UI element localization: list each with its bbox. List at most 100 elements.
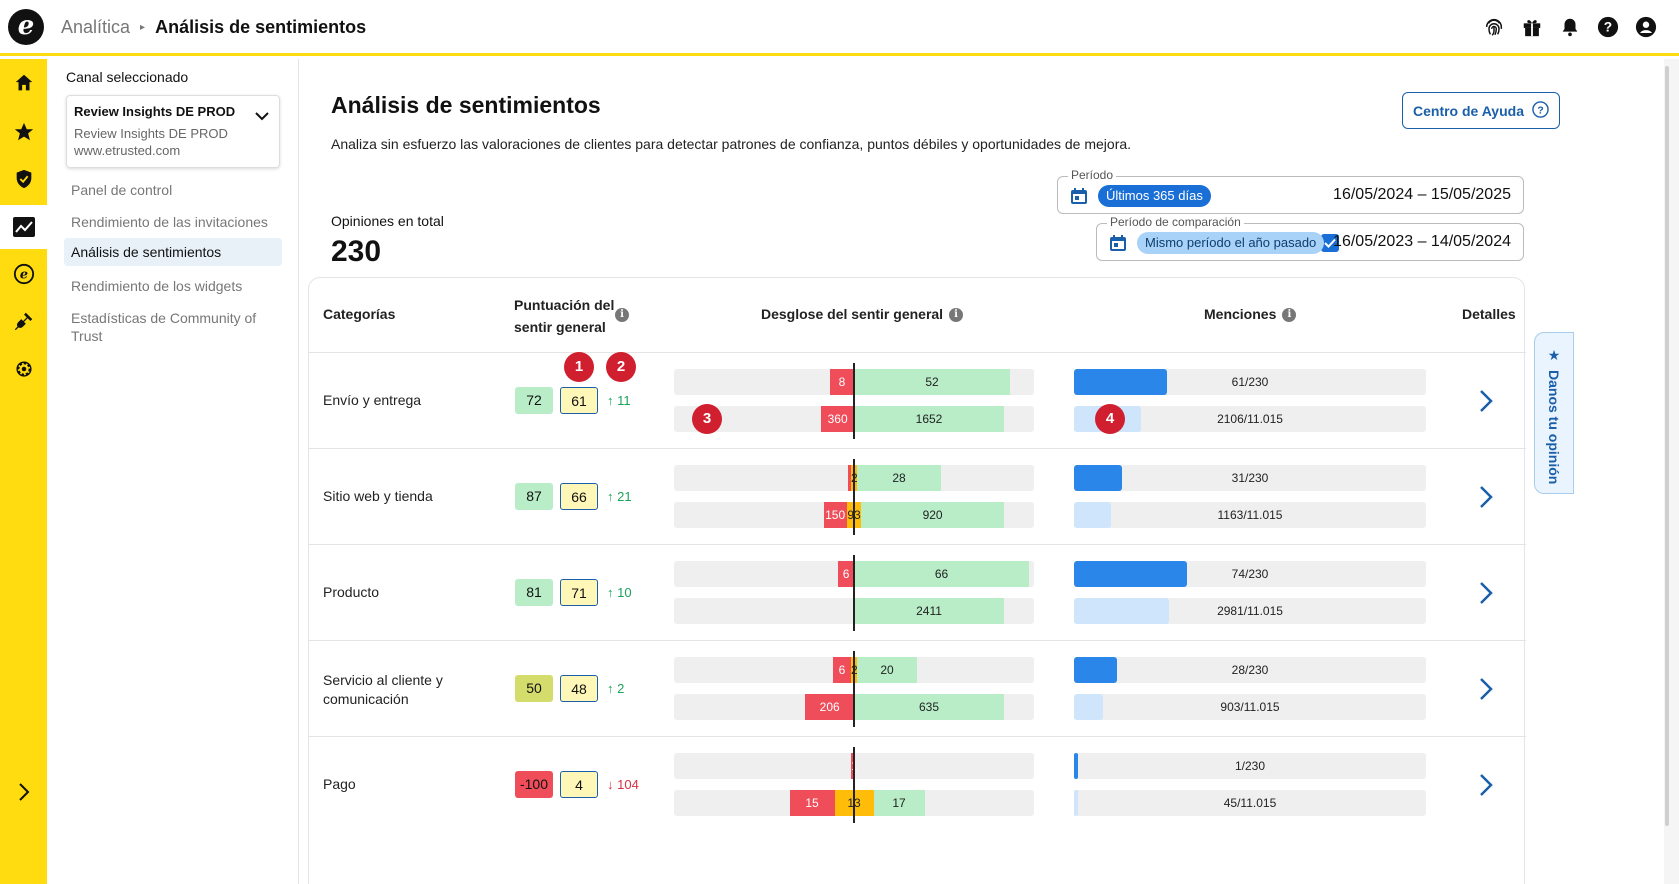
badge-4: 4 (1095, 404, 1125, 434)
star-icon[interactable] (0, 110, 47, 154)
table-row[interactable]: Producto 81 71 ↑ 10 6 66 2411 74/230 2981/11.015 (309, 544, 1526, 640)
analytics-icon[interactable] (0, 205, 47, 249)
details-chevron-icon[interactable] (1477, 485, 1495, 514)
home-icon[interactable] (0, 61, 47, 105)
zero-line (853, 651, 855, 727)
positive-segment: 17 (873, 790, 925, 816)
mentions-label: 903/11.015 (1220, 700, 1280, 714)
category-name: Envío y entrega (323, 392, 422, 408)
feedback-tab[interactable]: ★ Danos tu opinión (1534, 332, 1574, 494)
channel-name: Review Insights DE PROD (74, 104, 236, 119)
header-details: Detalles (1462, 306, 1516, 322)
header-score: Puntuación del sentir general (514, 294, 614, 338)
mentions-bar-current[interactable]: 61/230 (1074, 369, 1426, 395)
mentions-bar-current[interactable]: 74/230 (1074, 561, 1426, 587)
details-chevron-icon[interactable] (1477, 773, 1495, 802)
table-row[interactable]: Envío y entrega 72 61 ↑ 11 8 52 360 1652 61/230 2… (309, 352, 1526, 448)
trend-indicator: ↓ 104 (607, 777, 639, 792)
negative-segment: 15 (789, 790, 835, 816)
help-center-button[interactable]: Centro de Ayuda ? (1402, 92, 1560, 129)
positive-segment: 52 (854, 369, 1010, 395)
plug-icon[interactable] (0, 299, 47, 343)
gear-icon[interactable] (0, 347, 47, 391)
mentions-bar-current[interactable]: 28/230 (1074, 657, 1426, 683)
comparison-legend: Período de comparación (1107, 215, 1244, 229)
info-icon[interactable]: i (615, 308, 629, 322)
shield-icon[interactable] (0, 157, 47, 201)
header-score-line2: sentir general (514, 319, 606, 335)
trend-indicator: ↑ 10 (607, 585, 632, 600)
mentions-bar-current[interactable]: 31/230 (1074, 465, 1426, 491)
mentions-bar-previous[interactable]: 2106/11.015 (1074, 406, 1426, 432)
nav-item-dashboard[interactable]: Panel de control (71, 182, 173, 198)
help-icon[interactable]: ? (1595, 14, 1621, 40)
table-row[interactable]: Servicio al cliente y comunicación 50 48 ↑ … (309, 640, 1526, 736)
positive-segment: 66 (854, 561, 1029, 587)
total-reviews-label: Opiniones en total (331, 213, 444, 229)
positive-segment: 920 (861, 502, 1004, 528)
previous-score: 71 (560, 579, 598, 606)
page-description: Analiza sin esfuerzo las valoraciones de… (331, 136, 1132, 152)
badge-1: 1 (564, 352, 594, 382)
svg-text:e: e (19, 268, 27, 283)
previous-score: 61 (560, 387, 598, 414)
details-chevron-icon[interactable] (1477, 581, 1495, 610)
sentiment-score: 87 (515, 483, 553, 510)
nav-item-invitations[interactable]: Rendimiento de las invitaciones (71, 214, 268, 230)
comparison-period-selector[interactable]: Período de comparación Mismo período el … (1096, 215, 1524, 261)
info-icon[interactable]: i (1282, 308, 1297, 323)
user-icon[interactable] (1633, 14, 1659, 40)
previous-score: 66 (560, 483, 598, 510)
help-center-label: Centro de Ayuda (1413, 102, 1524, 119)
fingerprint-icon[interactable] (1481, 14, 1507, 40)
left-rail: e (0, 59, 47, 884)
info-icon[interactable]: i (949, 308, 964, 323)
page-title: Análisis de sentimientos (331, 92, 601, 118)
period-selector[interactable]: Período Últimos 365 días 16/05/2024 – 15… (1057, 168, 1524, 214)
mentions-bar-previous[interactable]: 2981/11.015 (1074, 598, 1426, 624)
calendar-icon (1070, 187, 1088, 210)
comparison-checkbox[interactable] (1321, 234, 1339, 252)
breadcrumb-parent[interactable]: Analítica (61, 17, 131, 37)
header-mentions: Menciones i (1204, 306, 1297, 323)
mentions-label: 28/230 (1231, 663, 1269, 677)
breadcrumb: Analítica ▸ Análisis de sentimientos (61, 17, 366, 38)
etrusted-logo[interactable]: e (8, 9, 44, 45)
mentions-bar-previous[interactable]: 903/11.015 (1074, 694, 1426, 720)
trend-indicator: ↑ 2 (607, 681, 625, 696)
chevron-down-icon (255, 108, 269, 126)
nav-item-sentiment[interactable]: Análisis de sentimientos (64, 238, 282, 266)
nav-item-widgets[interactable]: Rendimiento de los widgets (71, 278, 243, 294)
mentions-bar-previous[interactable]: 1163/11.015 (1074, 502, 1426, 528)
chevron-right-icon[interactable] (0, 770, 47, 814)
comparison-dates: 16/05/2023 – 14/05/2024 (1333, 233, 1511, 250)
breakdown-bar-previous[interactable]: 15093920 (674, 502, 1034, 528)
scroll-thumb[interactable] (1665, 66, 1669, 826)
period-chip[interactable]: Últimos 365 días (1098, 185, 1211, 207)
mentions-fill (1074, 598, 1170, 624)
period-dates: 16/05/2024 – 15/05/2025 (1333, 186, 1511, 203)
details-chevron-icon[interactable] (1477, 389, 1495, 418)
zero-line (853, 363, 855, 439)
nav-item-community[interactable]: Estadísticas de Community of Trust (71, 310, 257, 344)
period-legend: Período (1068, 168, 1117, 182)
header-breakdown-label: Desglose del sentir general (761, 306, 944, 322)
mentions-bar-previous[interactable]: 45/11.015 (1074, 790, 1426, 816)
channel-selector[interactable]: Review Insights DE PROD Review Insights … (66, 95, 280, 168)
negative-segment: 360 (821, 406, 854, 432)
positive-segment: 20 (857, 657, 917, 683)
sentiment-score: 50 (515, 675, 553, 702)
bell-icon[interactable] (1557, 14, 1583, 40)
gift-icon[interactable] (1519, 14, 1545, 40)
mentions-fill (1074, 753, 1078, 779)
comparison-chip[interactable]: Mismo período el año pasado (1137, 232, 1325, 254)
details-chevron-icon[interactable] (1477, 677, 1495, 706)
mentions-fill (1074, 465, 1122, 491)
feedback-label: Danos tu opinión (1546, 370, 1562, 485)
mentions-bar-current[interactable]: 1/230 (1074, 753, 1426, 779)
previous-score: 4 (560, 771, 598, 798)
mentions-label: 2106/11.015 (1217, 412, 1283, 426)
etrusted-icon[interactable]: e (0, 252, 47, 296)
